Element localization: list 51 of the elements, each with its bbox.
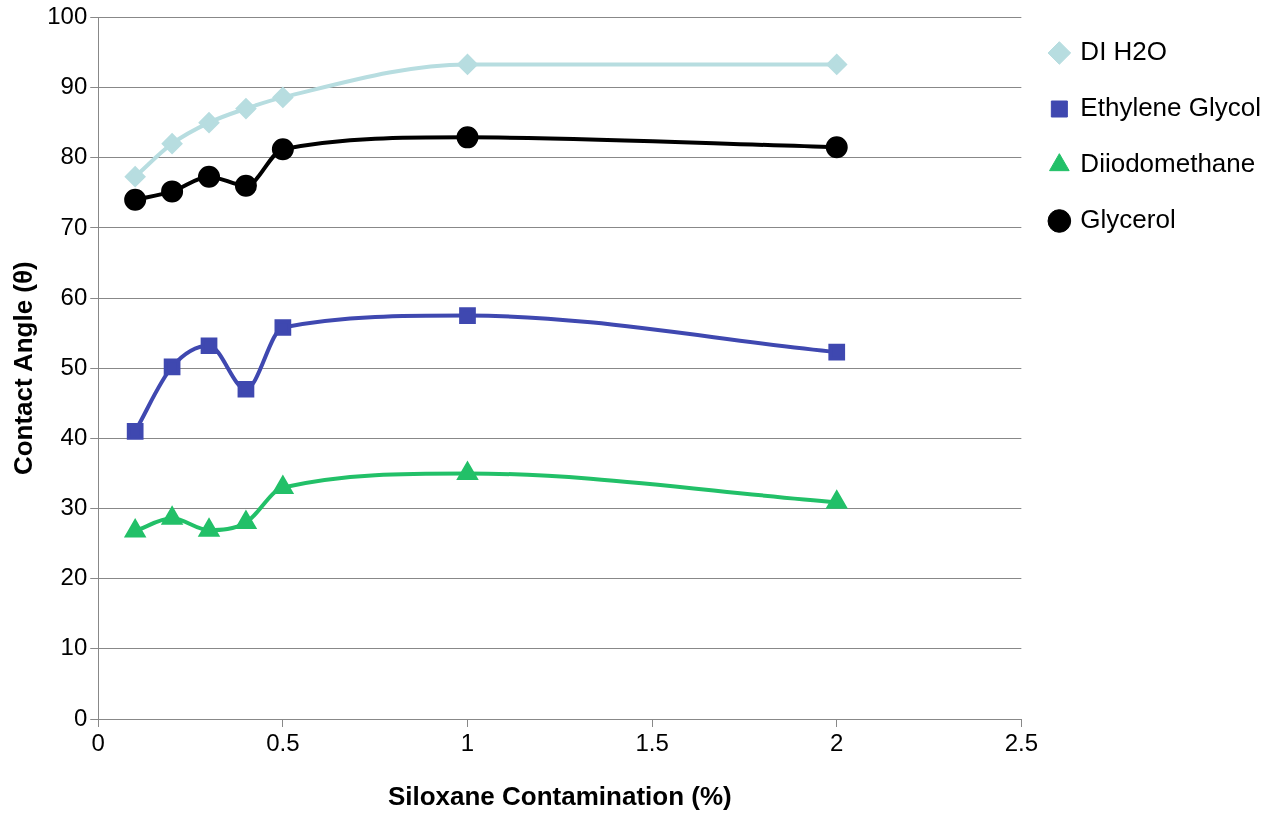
y-tick-label: 80 <box>60 142 88 170</box>
point <box>456 126 479 149</box>
x-axis-title: Siloxane Contamination (%) <box>387 780 732 811</box>
point <box>825 136 848 159</box>
point <box>826 491 847 509</box>
point <box>828 343 846 361</box>
point <box>199 112 220 133</box>
y-tick-label: 30 <box>60 493 88 521</box>
point <box>237 380 255 398</box>
point <box>274 319 292 336</box>
point <box>126 422 144 440</box>
legend-label: DI H2O <box>1080 36 1168 67</box>
point <box>124 188 147 211</box>
x-tick-label: 2.5 <box>1004 729 1039 757</box>
point <box>200 337 218 355</box>
y-axis-title: Contact Angle (θ) <box>7 261 38 476</box>
y-tick-label: 60 <box>60 282 88 310</box>
point <box>125 519 145 538</box>
point <box>163 358 181 376</box>
point <box>273 476 293 494</box>
point <box>457 54 478 75</box>
point <box>826 54 847 75</box>
point <box>162 133 183 154</box>
y-tick-label: 40 <box>60 422 88 450</box>
legend-label: Glycerol <box>1080 204 1176 235</box>
legend-label: Ethylene Glycol <box>1080 92 1262 123</box>
y-tick-label: 50 <box>60 352 88 380</box>
x-tick-label: 0 <box>91 729 105 757</box>
point <box>162 507 182 525</box>
point <box>457 462 478 480</box>
point <box>198 165 221 188</box>
point <box>199 519 219 537</box>
x-tick-label: 0.5 <box>266 729 300 757</box>
point <box>272 87 293 108</box>
y-tick-label: 10 <box>60 633 88 661</box>
point <box>236 509 257 530</box>
point <box>459 307 476 324</box>
point <box>161 180 184 203</box>
y-tick-label: 70 <box>60 212 88 240</box>
y-tick-label: 0 <box>73 703 88 731</box>
point <box>125 166 146 187</box>
legend-label: Diiodomethane <box>1080 148 1256 179</box>
point <box>234 174 257 197</box>
point <box>271 138 294 161</box>
x-tick-label: 1.5 <box>635 729 669 757</box>
x-tick-label: 1 <box>460 729 475 757</box>
x-tick-label: 2 <box>830 729 844 757</box>
y-tick-label: 20 <box>60 563 88 591</box>
point <box>235 98 256 119</box>
y-tick-label: 90 <box>60 72 88 100</box>
y-tick-label: 100 <box>47 2 88 30</box>
